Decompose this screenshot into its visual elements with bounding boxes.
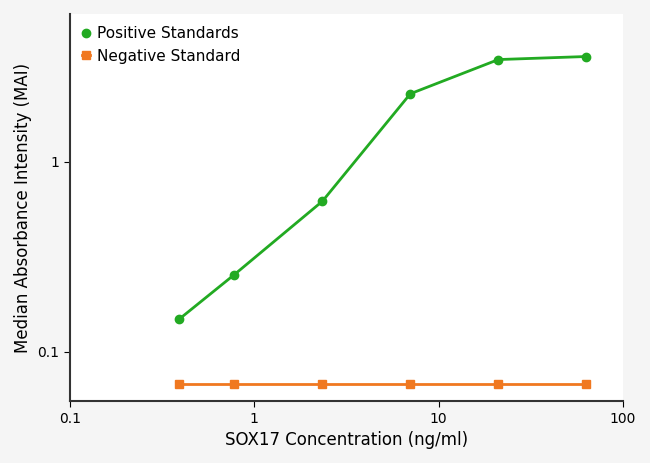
Negative Standard	[318, 381, 326, 387]
Negative Standard	[231, 381, 239, 387]
Positive Standards	[495, 57, 502, 63]
Positive Standards	[231, 272, 239, 277]
Positive Standards	[175, 317, 183, 322]
Negative Standard	[495, 381, 502, 387]
Negative Standard	[175, 381, 183, 387]
Line: Negative Standard: Negative Standard	[175, 380, 590, 388]
X-axis label: SOX17 Concentration (ng/ml): SOX17 Concentration (ng/ml)	[225, 431, 468, 449]
Positive Standards	[582, 54, 590, 59]
Line: Positive Standards: Positive Standards	[175, 52, 590, 324]
Negative Standard	[406, 381, 414, 387]
Legend: Positive Standards, Negative Standard: Positive Standards, Negative Standard	[77, 21, 245, 69]
Y-axis label: Median Absorbance Intensity (MAI): Median Absorbance Intensity (MAI)	[14, 63, 32, 353]
Positive Standards	[318, 199, 326, 204]
Positive Standards	[406, 91, 414, 96]
Negative Standard	[582, 381, 590, 387]
